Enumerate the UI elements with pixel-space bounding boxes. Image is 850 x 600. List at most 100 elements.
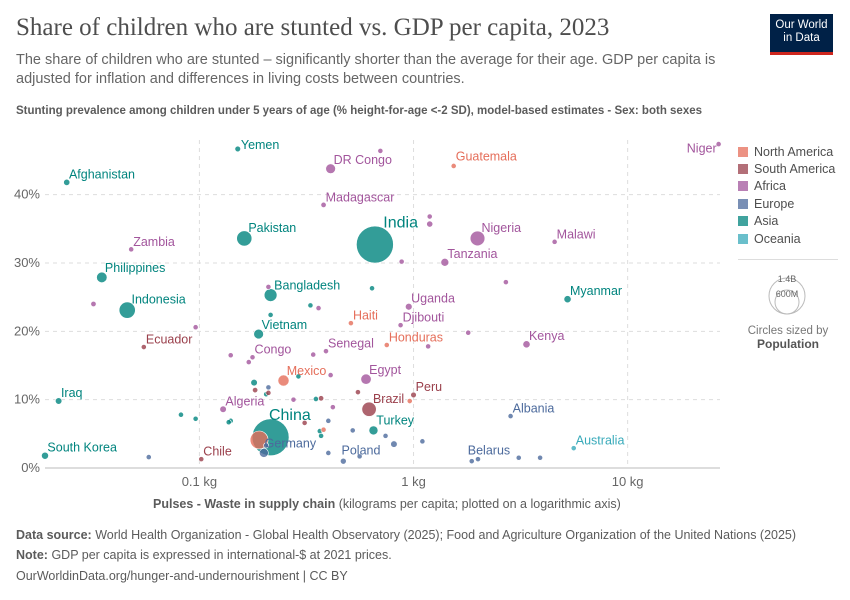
data-point [355, 389, 361, 396]
data-point [320, 426, 327, 433]
data-point-tanzania [440, 258, 450, 267]
legend-item-asia[interactable]: Asia [738, 213, 838, 230]
data-point [227, 352, 234, 359]
data-label: Kenya [529, 329, 564, 343]
legend-label: Asia [754, 214, 779, 229]
data-point [290, 396, 297, 403]
data-label: India [383, 214, 418, 231]
data-label: Congo [255, 343, 292, 357]
data-label: Guatemala [456, 149, 517, 163]
legend-swatch [738, 216, 748, 227]
data-label: Chile [203, 445, 232, 459]
data-point-uganda [405, 303, 413, 311]
legend-item-africa[interactable]: Africa [738, 178, 838, 195]
data-point-indonesia [118, 301, 136, 319]
legend-label: South America [754, 162, 836, 177]
footer-url[interactable]: OurWorldinData.org/hunger-and-undernouri… [16, 569, 348, 583]
data-label: Bangladesh [274, 278, 340, 292]
data-point-madagascar [320, 201, 327, 208]
data-point [426, 213, 433, 220]
data-label: Vietnam [262, 318, 308, 332]
size-legend-small-label: 600M [776, 289, 799, 299]
size-legend-big-label: 1.4B [778, 274, 797, 284]
data-point [178, 411, 184, 418]
data-label: Egypt [369, 363, 401, 377]
data-point-philippines [96, 271, 108, 283]
data-label: Djibouti [403, 311, 445, 325]
data-point-kenya [522, 340, 531, 349]
note-label: Note: [16, 548, 48, 562]
data-point [406, 398, 413, 404]
data-point [537, 454, 543, 461]
data-point [475, 456, 481, 463]
data-point [356, 453, 363, 460]
source-note: Data source: World Health Organization -… [16, 528, 796, 542]
x-axis-label: Pulses - Waste in supply chain (kilogram… [153, 497, 621, 511]
legend: North America South America Africa Europe As… [738, 143, 838, 351]
data-point [192, 324, 199, 331]
data-point-myanmar [563, 295, 572, 304]
owid-logo[interactable]: Our World in Data [770, 14, 833, 55]
data-point [318, 395, 325, 402]
data-point [265, 384, 272, 391]
data-point [325, 417, 332, 424]
data-label: Niger [687, 142, 717, 156]
data-point [301, 419, 308, 426]
size-legend-circle-small [774, 289, 800, 315]
legend-label: North America [754, 144, 834, 159]
data-point [252, 387, 259, 394]
data-point-dr-congo [325, 163, 336, 174]
legend-item-europe[interactable]: Europe [738, 195, 838, 212]
data-point-afghanistan [63, 178, 71, 186]
data-label: Germany [265, 436, 317, 450]
data-point [318, 432, 324, 439]
data-point [349, 427, 356, 434]
data-label: Iraq [61, 386, 83, 400]
data-label: Peru [416, 380, 442, 394]
legend-swatch [738, 146, 748, 157]
data-point-malawi [551, 238, 558, 245]
data-label: Nigeria [481, 221, 521, 235]
data-label: China [269, 407, 311, 424]
data-point [398, 258, 405, 265]
legend-label: Europe [754, 196, 795, 211]
legend-label: Africa [754, 179, 786, 194]
data-point [329, 404, 336, 411]
legend-divider [738, 259, 838, 261]
data-label: Brazil [373, 392, 404, 406]
x-tick-label: 10 kg [612, 474, 644, 489]
data-label: Zambia [133, 235, 175, 249]
legend-swatch [738, 233, 748, 244]
data-point-poland [340, 457, 347, 465]
data-label: Madagascar [326, 190, 395, 204]
data-point [419, 438, 426, 445]
data-point [315, 305, 322, 311]
data-point [90, 301, 97, 307]
data-point-vietnam [253, 328, 264, 340]
data-point [426, 220, 434, 228]
data-point-peru [410, 391, 417, 399]
data-label: Senegal [328, 337, 374, 351]
legend-item-oceania[interactable]: Oceania [738, 230, 838, 247]
data-point-congo [249, 354, 256, 361]
x-tick-label: 0.1 kg [182, 474, 217, 489]
data-point [307, 302, 314, 309]
data-label: Mexico [287, 364, 327, 378]
data-label: Honduras [389, 330, 443, 344]
data-point-germany [259, 448, 269, 458]
x-axis-label-rest: (kilograms per capita; plotted on a loga… [335, 497, 621, 511]
data-label: Indonesia [131, 292, 185, 306]
data-point-albania [507, 413, 514, 419]
data-point-ecuador [140, 344, 147, 350]
data-point-egypt [360, 373, 372, 385]
data-point [465, 329, 472, 336]
chart-title: Share of children who are stunted vs. GD… [16, 14, 610, 41]
data-point [327, 372, 334, 378]
data-point [382, 432, 389, 439]
legend-item-south-america[interactable]: South America [738, 160, 838, 177]
data-point [377, 148, 384, 154]
legend-item-north-america[interactable]: North America [738, 143, 838, 160]
data-point [265, 284, 272, 290]
data-point-iraq [55, 397, 63, 405]
